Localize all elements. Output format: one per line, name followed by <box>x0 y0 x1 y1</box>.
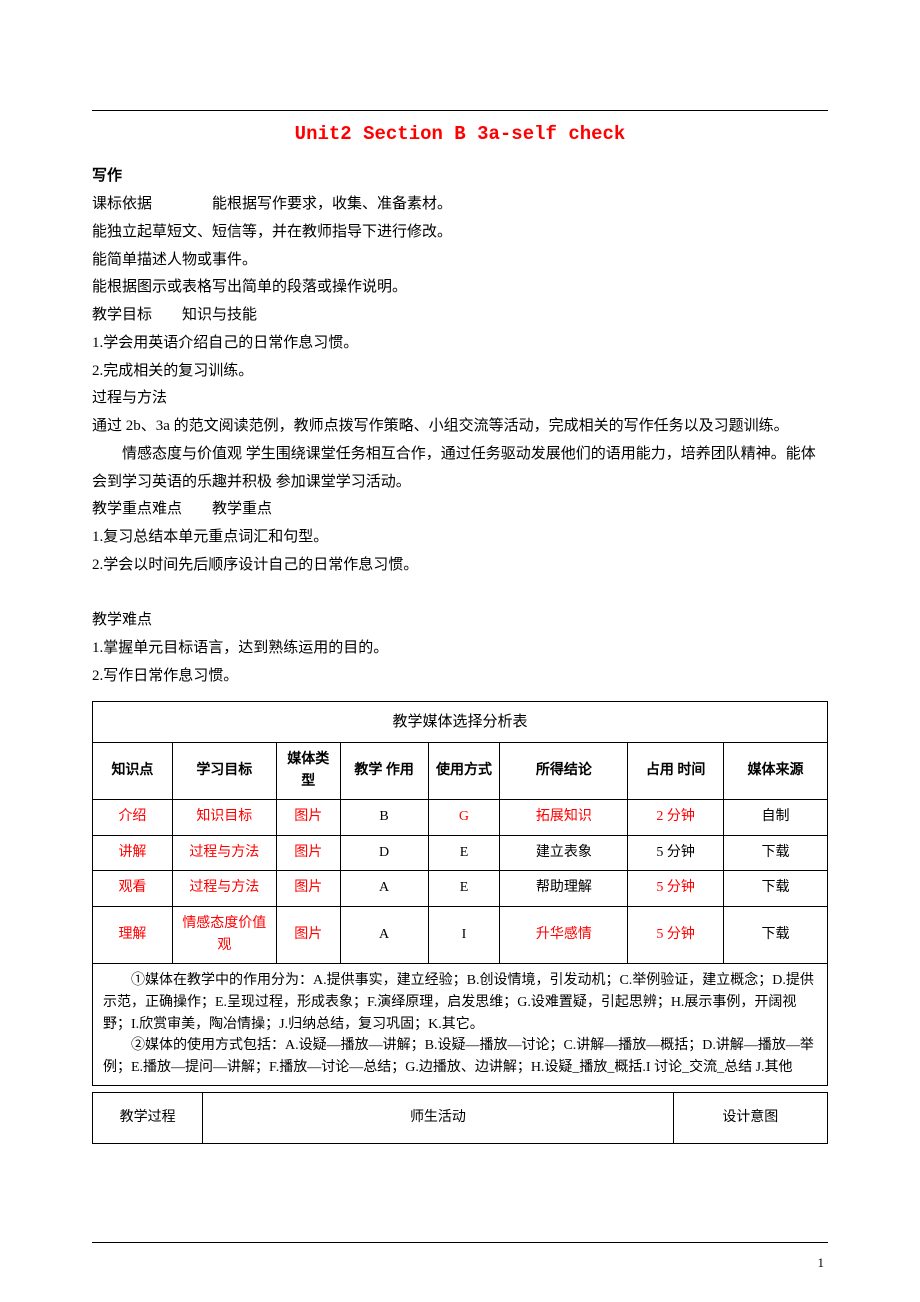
table-row: 介绍知识目标图片BG拓展知识2 分钟自制 <box>93 800 828 835</box>
keypoint-diff-label: 教学重点难点 <box>92 501 182 517</box>
table-cell: 理解 <box>93 906 173 964</box>
table-cell: 拓展知识 <box>500 800 628 835</box>
table-cell: G <box>428 800 500 835</box>
col-7: 媒体来源 <box>724 742 828 800</box>
table-header-row: 知识点 学习目标 媒体类型 教学 作用 使用方式 所得结论 占用 时间 媒体来源 <box>93 742 828 800</box>
standard-line-1: 课标依据 能根据写作要求，收集、准备素材。 <box>92 191 828 219</box>
knowledge-2: 2.完成相关的复习训练。 <box>92 358 828 386</box>
process-method-label: 过程与方法 <box>92 385 828 413</box>
table-cell: E <box>428 871 500 906</box>
document-title: Unit2 Section B 3a-self check <box>92 119 828 149</box>
page-container: Unit2 Section B 3a-self check 写作 课标依据 能根… <box>0 0 920 1302</box>
keypoint-line: 教学重点难点 教学重点 <box>92 496 828 524</box>
table-title-row: 教学媒体选择分析表 <box>93 701 828 742</box>
spacer <box>92 580 828 608</box>
table-cell: 观看 <box>93 871 173 906</box>
table-cell: 升华感情 <box>500 906 628 964</box>
table-row: 观看过程与方法图片AE帮助理解5 分钟下载 <box>93 871 828 906</box>
table-cell: D <box>340 835 428 870</box>
table-cell: A <box>340 906 428 964</box>
attitude-line: 情感态度与价值观 学生围绕课堂任务相互合作，通过任务驱动发展他们的语用能力，培养… <box>92 441 828 497</box>
table-cell: 情感态度价值观 <box>172 906 276 964</box>
table-cell: 图片 <box>276 906 340 964</box>
difficulty-2: 2.写作日常作息习惯。 <box>92 663 828 691</box>
writing-heading: 写作 <box>92 163 828 191</box>
col-4: 使用方式 <box>428 742 500 800</box>
process-col-1: 师生活动 <box>203 1092 673 1143</box>
col-2: 媒体类型 <box>276 742 340 800</box>
notes-cell: ①媒体在教学中的作用分为：A.提供事实，建立经验；B.创设情境，引发动机；C.举… <box>93 964 828 1085</box>
media-analysis-table: 教学媒体选择分析表 知识点 学习目标 媒体类型 教学 作用 使用方式 所得结论 … <box>92 701 828 1086</box>
col-3: 教学 作用 <box>340 742 428 800</box>
standard-text-1: 能根据写作要求，收集、准备素材。 <box>212 196 452 212</box>
col-5: 所得结论 <box>500 742 628 800</box>
notes-row: ①媒体在教学中的作用分为：A.提供事实，建立经验；B.创设情境，引发动机；C.举… <box>93 964 828 1085</box>
table-cell: 图片 <box>276 871 340 906</box>
media-table-title: 教学媒体选择分析表 <box>93 701 828 742</box>
process-method-text: 通过 2b、3a 的范文阅读范例，教师点拨写作策略、小组交流等活动，完成相关的写… <box>92 413 828 441</box>
knowledge-skill-label: 知识与技能 <box>182 307 257 323</box>
difficulty-1: 1.掌握单元目标语言，达到熟练运用的目的。 <box>92 635 828 663</box>
process-header-row: 教学过程 师生活动 设计意图 <box>93 1092 828 1143</box>
table-cell: 过程与方法 <box>172 871 276 906</box>
objective-label: 教学目标 <box>92 307 152 323</box>
table-cell: 过程与方法 <box>172 835 276 870</box>
table-cell: 介绍 <box>93 800 173 835</box>
table-cell: 5 分钟 <box>628 871 724 906</box>
table-cell: 2 分钟 <box>628 800 724 835</box>
table-cell: 图片 <box>276 800 340 835</box>
standard-text-3: 能简单描述人物或事件。 <box>92 247 828 275</box>
notes-2: ②媒体的使用方式包括：A.设疑—播放—讲解；B.设疑—播放—讨论；C.讲解—播放… <box>103 1035 817 1078</box>
notes-1: ①媒体在教学中的作用分为：A.提供事实，建立经验；B.创设情境，引发动机；C.举… <box>103 970 817 1035</box>
attitude-label: 情感态度与价值观 <box>122 446 242 462</box>
keypoint-label: 教学重点 <box>212 501 272 517</box>
table-cell: 帮助理解 <box>500 871 628 906</box>
table-cell: 建立表象 <box>500 835 628 870</box>
table-cell: 知识目标 <box>172 800 276 835</box>
col-6: 占用 时间 <box>628 742 724 800</box>
table-cell: I <box>428 906 500 964</box>
bottom-rule <box>92 1242 828 1243</box>
media-rows-body: 介绍知识目标图片BG拓展知识2 分钟自制讲解过程与方法图片DE建立表象5 分钟下… <box>93 800 828 964</box>
top-rule <box>92 110 828 111</box>
standard-label: 课标依据 <box>92 196 152 212</box>
standard-text-2: 能独立起草短文、短信等，并在教师指导下进行修改。 <box>92 219 828 247</box>
difficulty-label: 教学难点 <box>92 607 828 635</box>
table-cell: 讲解 <box>93 835 173 870</box>
standard-text-4: 能根据图示或表格写出简单的段落或操作说明。 <box>92 274 828 302</box>
table-row: 理解情感态度价值观图片AI升华感情5 分钟下载 <box>93 906 828 964</box>
table-row: 讲解过程与方法图片DE建立表象5 分钟下载 <box>93 835 828 870</box>
process-col-0: 教学过程 <box>93 1092 203 1143</box>
page-number: 1 <box>818 1253 825 1274</box>
table-cell: A <box>340 871 428 906</box>
objective-line: 教学目标 知识与技能 <box>92 302 828 330</box>
col-1: 学习目标 <box>172 742 276 800</box>
table-cell: 5 分钟 <box>628 835 724 870</box>
table-cell: 自制 <box>724 800 828 835</box>
table-cell: 下载 <box>724 871 828 906</box>
table-cell: 下载 <box>724 835 828 870</box>
table-cell: 下载 <box>724 906 828 964</box>
table-cell: B <box>340 800 428 835</box>
process-table: 教学过程 师生活动 设计意图 <box>92 1092 828 1144</box>
keypoint-1: 1.复习总结本单元重点词汇和句型。 <box>92 524 828 552</box>
knowledge-1: 1.学会用英语介绍自己的日常作息习惯。 <box>92 330 828 358</box>
keypoint-2: 2.学会以时间先后顺序设计自己的日常作息习惯。 <box>92 552 828 580</box>
table-cell: E <box>428 835 500 870</box>
col-0: 知识点 <box>93 742 173 800</box>
process-col-2: 设计意图 <box>673 1092 827 1143</box>
table-cell: 5 分钟 <box>628 906 724 964</box>
table-cell: 图片 <box>276 835 340 870</box>
